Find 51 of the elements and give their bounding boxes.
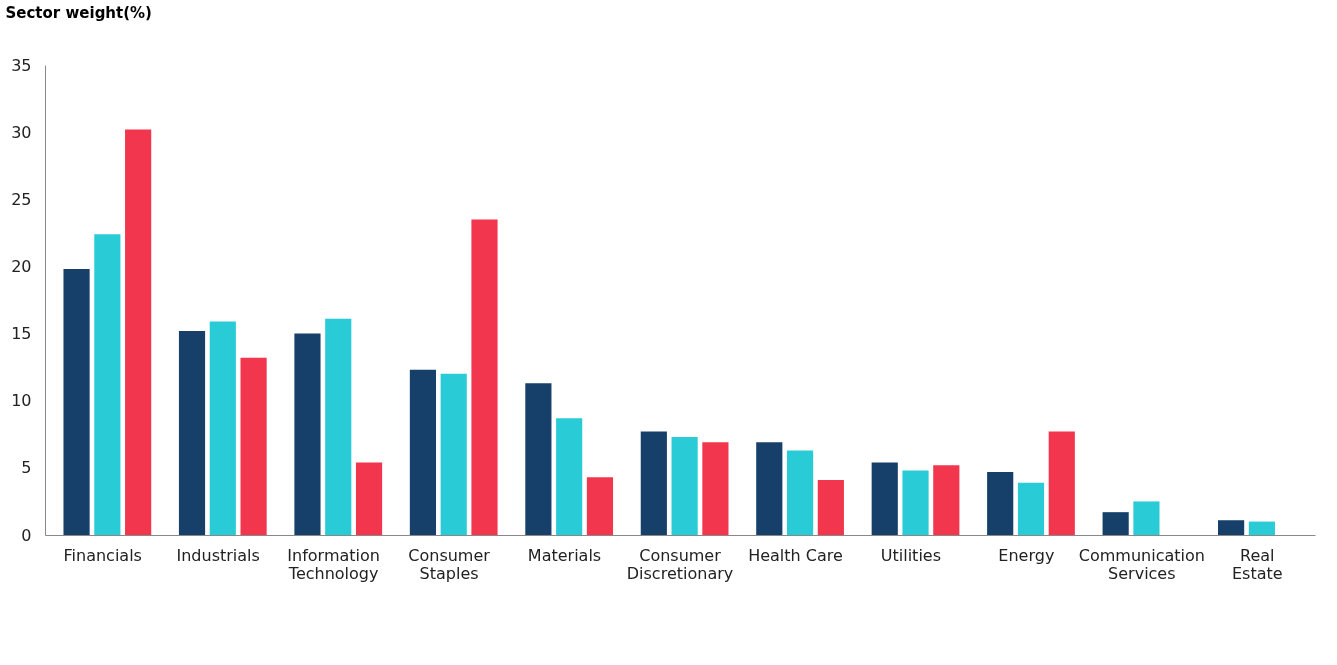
x-tick-label: Financials [63,545,142,565]
bar [355,462,383,535]
x-tick-label: Energy [998,545,1055,565]
x-tick-label: Consumer Discretionary [626,545,734,583]
bar [294,333,321,535]
bar [586,477,614,535]
x-tick-label: Materials [527,545,602,565]
y-tick-label: 10 [11,391,32,411]
y-tick-label: 15 [11,324,32,344]
bar [902,470,929,535]
bar [817,479,844,535]
y-axis-title: Sector weight(%) [5,3,152,22]
bar [1248,521,1275,535]
bar [325,318,352,535]
y-tick-label: 0 [21,525,32,545]
bar [871,462,898,535]
bar [1133,501,1160,535]
bar [471,219,498,535]
bar [556,418,583,535]
x-tick-label: Real Estate [1231,545,1283,583]
x-tick-label: Consumer Staples [408,545,491,583]
bar [1102,512,1129,535]
bar [1017,482,1045,535]
bar [125,129,152,535]
y-tick-label: 5 [21,458,32,478]
bar [209,321,236,535]
bar [1218,520,1245,535]
bar [240,357,267,535]
bar [987,471,1014,535]
bar [1048,431,1075,535]
x-tick-label: Communication Services [1078,545,1205,583]
bar [94,234,121,535]
bar [671,436,698,535]
x-tick-label: Industrials [176,545,260,565]
x-tick-label: Information Technology [287,545,380,583]
y-tick-label: 25 [11,189,32,209]
bar [786,450,814,535]
y-tick-label: 35 [11,55,32,75]
x-tick-label: Health Care [748,545,843,565]
bar [756,442,783,535]
x-tick-label: Utilities [880,545,942,565]
bar [409,369,437,535]
y-tick-label: 20 [11,256,32,276]
bar [525,383,552,535]
bar [933,465,960,535]
bar [702,442,729,535]
y-tick-label: 30 [11,122,32,142]
bar [63,269,90,535]
bar [640,431,667,535]
bar [440,373,467,535]
bar [178,330,206,535]
